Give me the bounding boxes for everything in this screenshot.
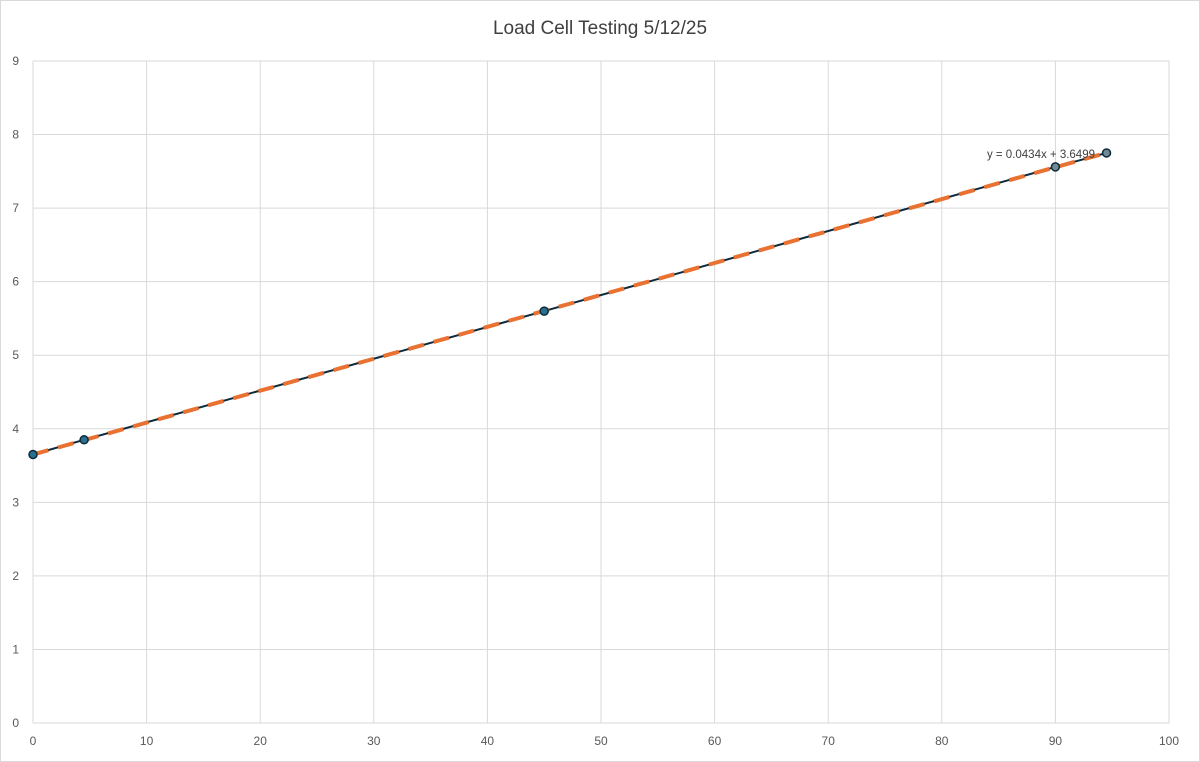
y-tick-label: 6: [12, 275, 19, 289]
x-tick-label: 40: [481, 734, 495, 748]
y-tick-label: 0: [12, 716, 19, 730]
y-tick-label: 9: [12, 54, 19, 68]
data-point: [539, 306, 549, 316]
y-tick-label: 5: [12, 348, 19, 362]
chart-title: Load Cell Testing 5/12/25: [493, 18, 707, 39]
x-tick-label: 50: [594, 734, 608, 748]
x-tick-label: 60: [708, 734, 722, 748]
x-tick-label: 20: [254, 734, 268, 748]
trendline-equation: y = 0.0434x + 3.6499: [987, 149, 1095, 161]
x-tick-label: 30: [367, 734, 381, 748]
y-tick-label: 1: [12, 642, 19, 656]
x-tick-label: 0: [30, 734, 37, 748]
x-tick-label: 70: [822, 734, 836, 748]
y-tick-label: 8: [12, 128, 19, 142]
y-tick-label: 4: [12, 422, 19, 436]
trendline-group: [28, 148, 1112, 460]
x-tick-label: 80: [935, 734, 949, 748]
y-tick-label: 2: [12, 569, 19, 583]
y-tick-label: 7: [12, 201, 19, 215]
data-point: [1101, 148, 1112, 158]
gridlines: [32, 60, 1170, 724]
x-tick-label: 100: [1159, 734, 1179, 748]
data-point: [79, 435, 89, 445]
x-tick-label: 10: [140, 734, 154, 748]
trendline: [32, 150, 1108, 457]
tick-labels: 0 10 20 30 40 50 60 70 80 90 100 0 1 2 3 4 5 6 7 8 9: [12, 54, 1179, 748]
x-tick-label: 90: [1049, 734, 1063, 748]
data-point: [28, 449, 38, 460]
data-point: [1050, 162, 1061, 172]
y-tick-label: 3: [12, 495, 19, 509]
